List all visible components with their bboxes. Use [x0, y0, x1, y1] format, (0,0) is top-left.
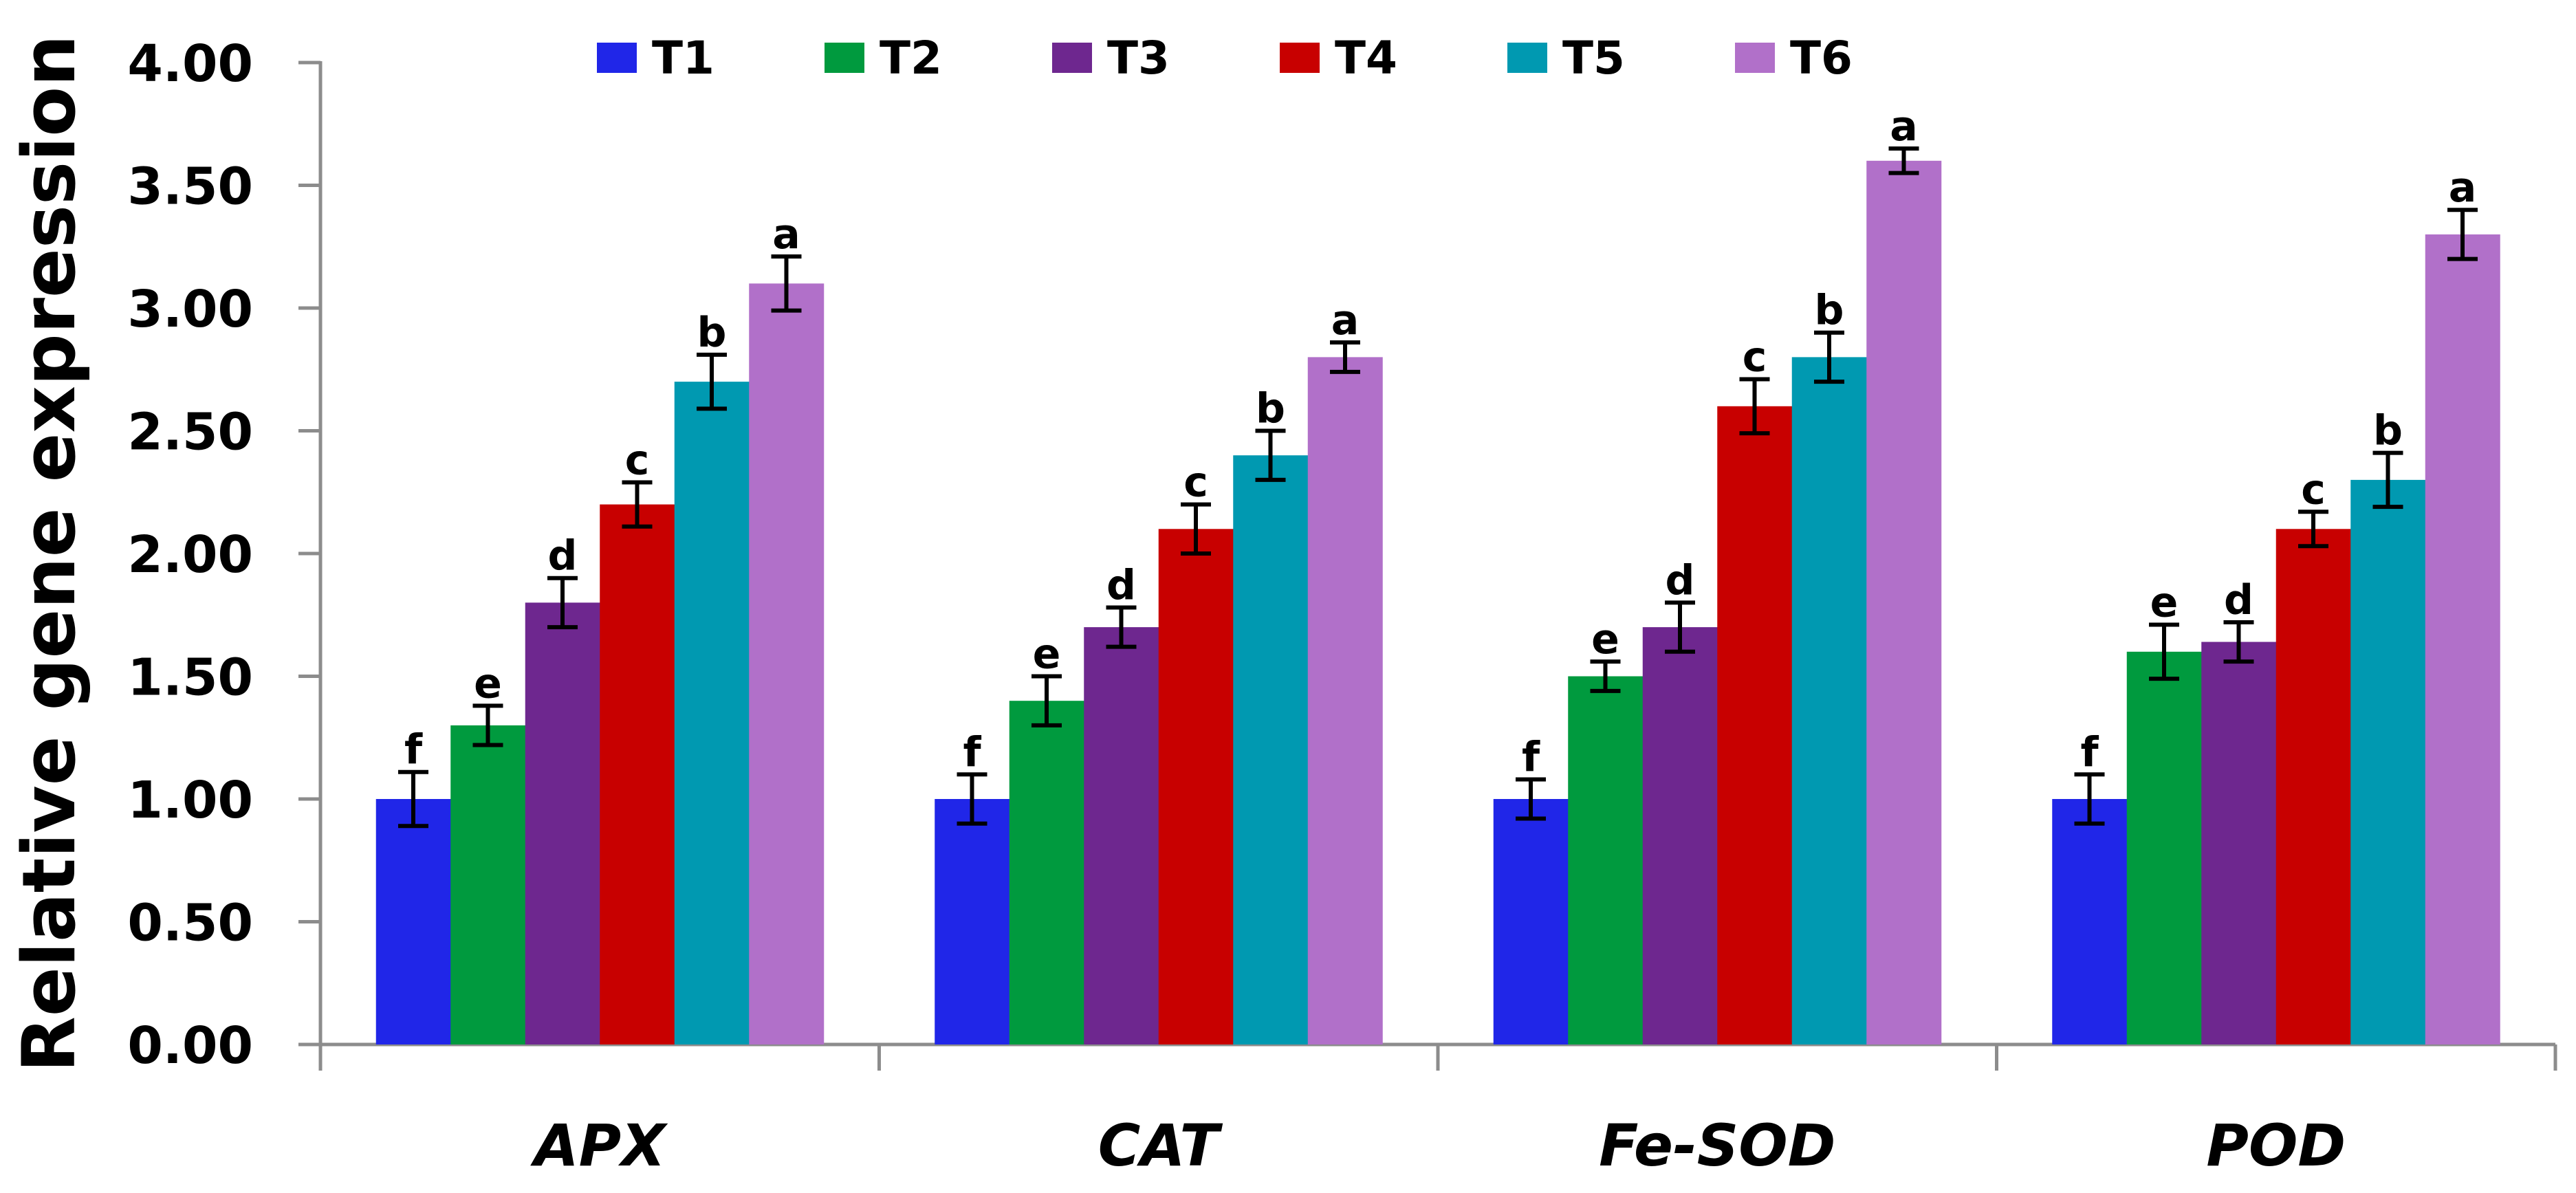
bar-t2-apx: [450, 725, 526, 1044]
legend-label-t6: T6: [1790, 32, 1853, 85]
y-tick-label: 3.50: [127, 157, 253, 217]
significance-letter: f: [2080, 728, 2099, 776]
significance-letter: d: [548, 532, 578, 580]
significance-letter: d: [1106, 562, 1136, 610]
significance-letter: e: [474, 659, 502, 708]
axes: 0.00 0.50 1.00 1.50 2.00 2.50 3.00 3.50 4.00 APX C…: [127, 34, 2557, 1179]
legend-swatch-t2: [825, 43, 864, 73]
bar-t6-pod: [2425, 234, 2500, 1044]
significance-letter: e: [1033, 631, 1061, 679]
bar-t3-apx: [525, 602, 600, 1044]
significance-letter: f: [963, 728, 981, 776]
bar-t3-cat: [1084, 627, 1159, 1044]
y-tick-label: 1.00: [127, 771, 253, 830]
bar-t3-pod: [2201, 642, 2277, 1044]
bar-t1-apx: [375, 799, 451, 1044]
legend-swatch-t5: [1507, 43, 1547, 73]
significance-letter: d: [1666, 556, 1695, 604]
bar-t4-cat: [1158, 529, 1234, 1044]
legend-swatch-t1: [597, 43, 637, 73]
legend-label-t3: T3: [1107, 32, 1170, 85]
significance-letter: e: [1591, 615, 1619, 664]
bar-t1-fe-sod: [1493, 799, 1569, 1044]
significance-letter: d: [2224, 576, 2253, 624]
legend-label-t2: T2: [880, 32, 942, 85]
x-category-label: APX: [530, 1112, 669, 1179]
x-category-label: CAT: [1098, 1112, 1223, 1179]
bar-t6-cat: [1307, 357, 1383, 1044]
legend-label-t1: T1: [652, 32, 714, 85]
significance-letter: b: [1256, 385, 1285, 433]
significance-letter: a: [1890, 102, 1918, 151]
significance-letter: c: [1183, 459, 1208, 507]
bar-t3-fe-sod: [1642, 627, 1718, 1044]
bar-t2-pod: [2126, 651, 2202, 1044]
y-tick-label: 2.00: [127, 525, 253, 584]
bar-t4-apx: [600, 504, 675, 1044]
y-tick-label: 2.50: [127, 403, 253, 462]
significance-letter: c: [1743, 333, 1767, 382]
significance-letter: c: [2301, 466, 2326, 514]
legend-swatch-t4: [1280, 43, 1320, 73]
bar-t5-cat: [1233, 455, 1309, 1044]
y-axis-label: Relative gene expression: [7, 34, 91, 1072]
significance-letter: f: [1522, 733, 1540, 781]
bar-t2-cat: [1009, 701, 1084, 1044]
significance-letter: a: [2449, 164, 2477, 212]
bar-t4-pod: [2275, 529, 2351, 1044]
x-category-label: Fe-SOD: [1599, 1112, 1835, 1179]
significance-letter: e: [2150, 579, 2179, 627]
legend-label-t5: T5: [1562, 32, 1625, 85]
bar-t4-fe-sod: [1717, 406, 1793, 1044]
legend-label-t4: T4: [1335, 32, 1397, 85]
bar-t5-pod: [2350, 479, 2426, 1044]
bar-t1-cat: [935, 799, 1010, 1044]
y-tick-label: 4.00: [127, 34, 253, 94]
y-tick-label: 0.50: [127, 894, 253, 953]
x-category-label: POD: [2206, 1112, 2346, 1179]
significance-letter: a: [772, 210, 800, 259]
bar-t6-apx: [749, 283, 825, 1044]
significance-letter: b: [1815, 287, 1844, 335]
bar-t5-fe-sod: [1791, 357, 1867, 1044]
significance-letter: f: [404, 726, 423, 774]
significance-letter: b: [697, 309, 727, 357]
bar-t6-fe-sod: [1866, 160, 1942, 1044]
bar-t2-fe-sod: [1568, 676, 1644, 1044]
legend: T1 T2 T3 T4 T5 T6: [597, 32, 1853, 85]
bar-t1-pod: [2052, 799, 2128, 1044]
significance-letter: a: [1331, 296, 1360, 344]
y-tick-label: 0.00: [127, 1016, 253, 1075]
bar-t5-apx: [674, 382, 750, 1044]
significance-letter: b: [2373, 407, 2403, 455]
legend-swatch-t6: [1735, 43, 1775, 73]
y-tick-label: 3.00: [127, 280, 253, 339]
y-tick-label: 1.50: [127, 648, 253, 708]
significance-letter: c: [625, 436, 650, 484]
legend-swatch-t3: [1052, 43, 1092, 73]
